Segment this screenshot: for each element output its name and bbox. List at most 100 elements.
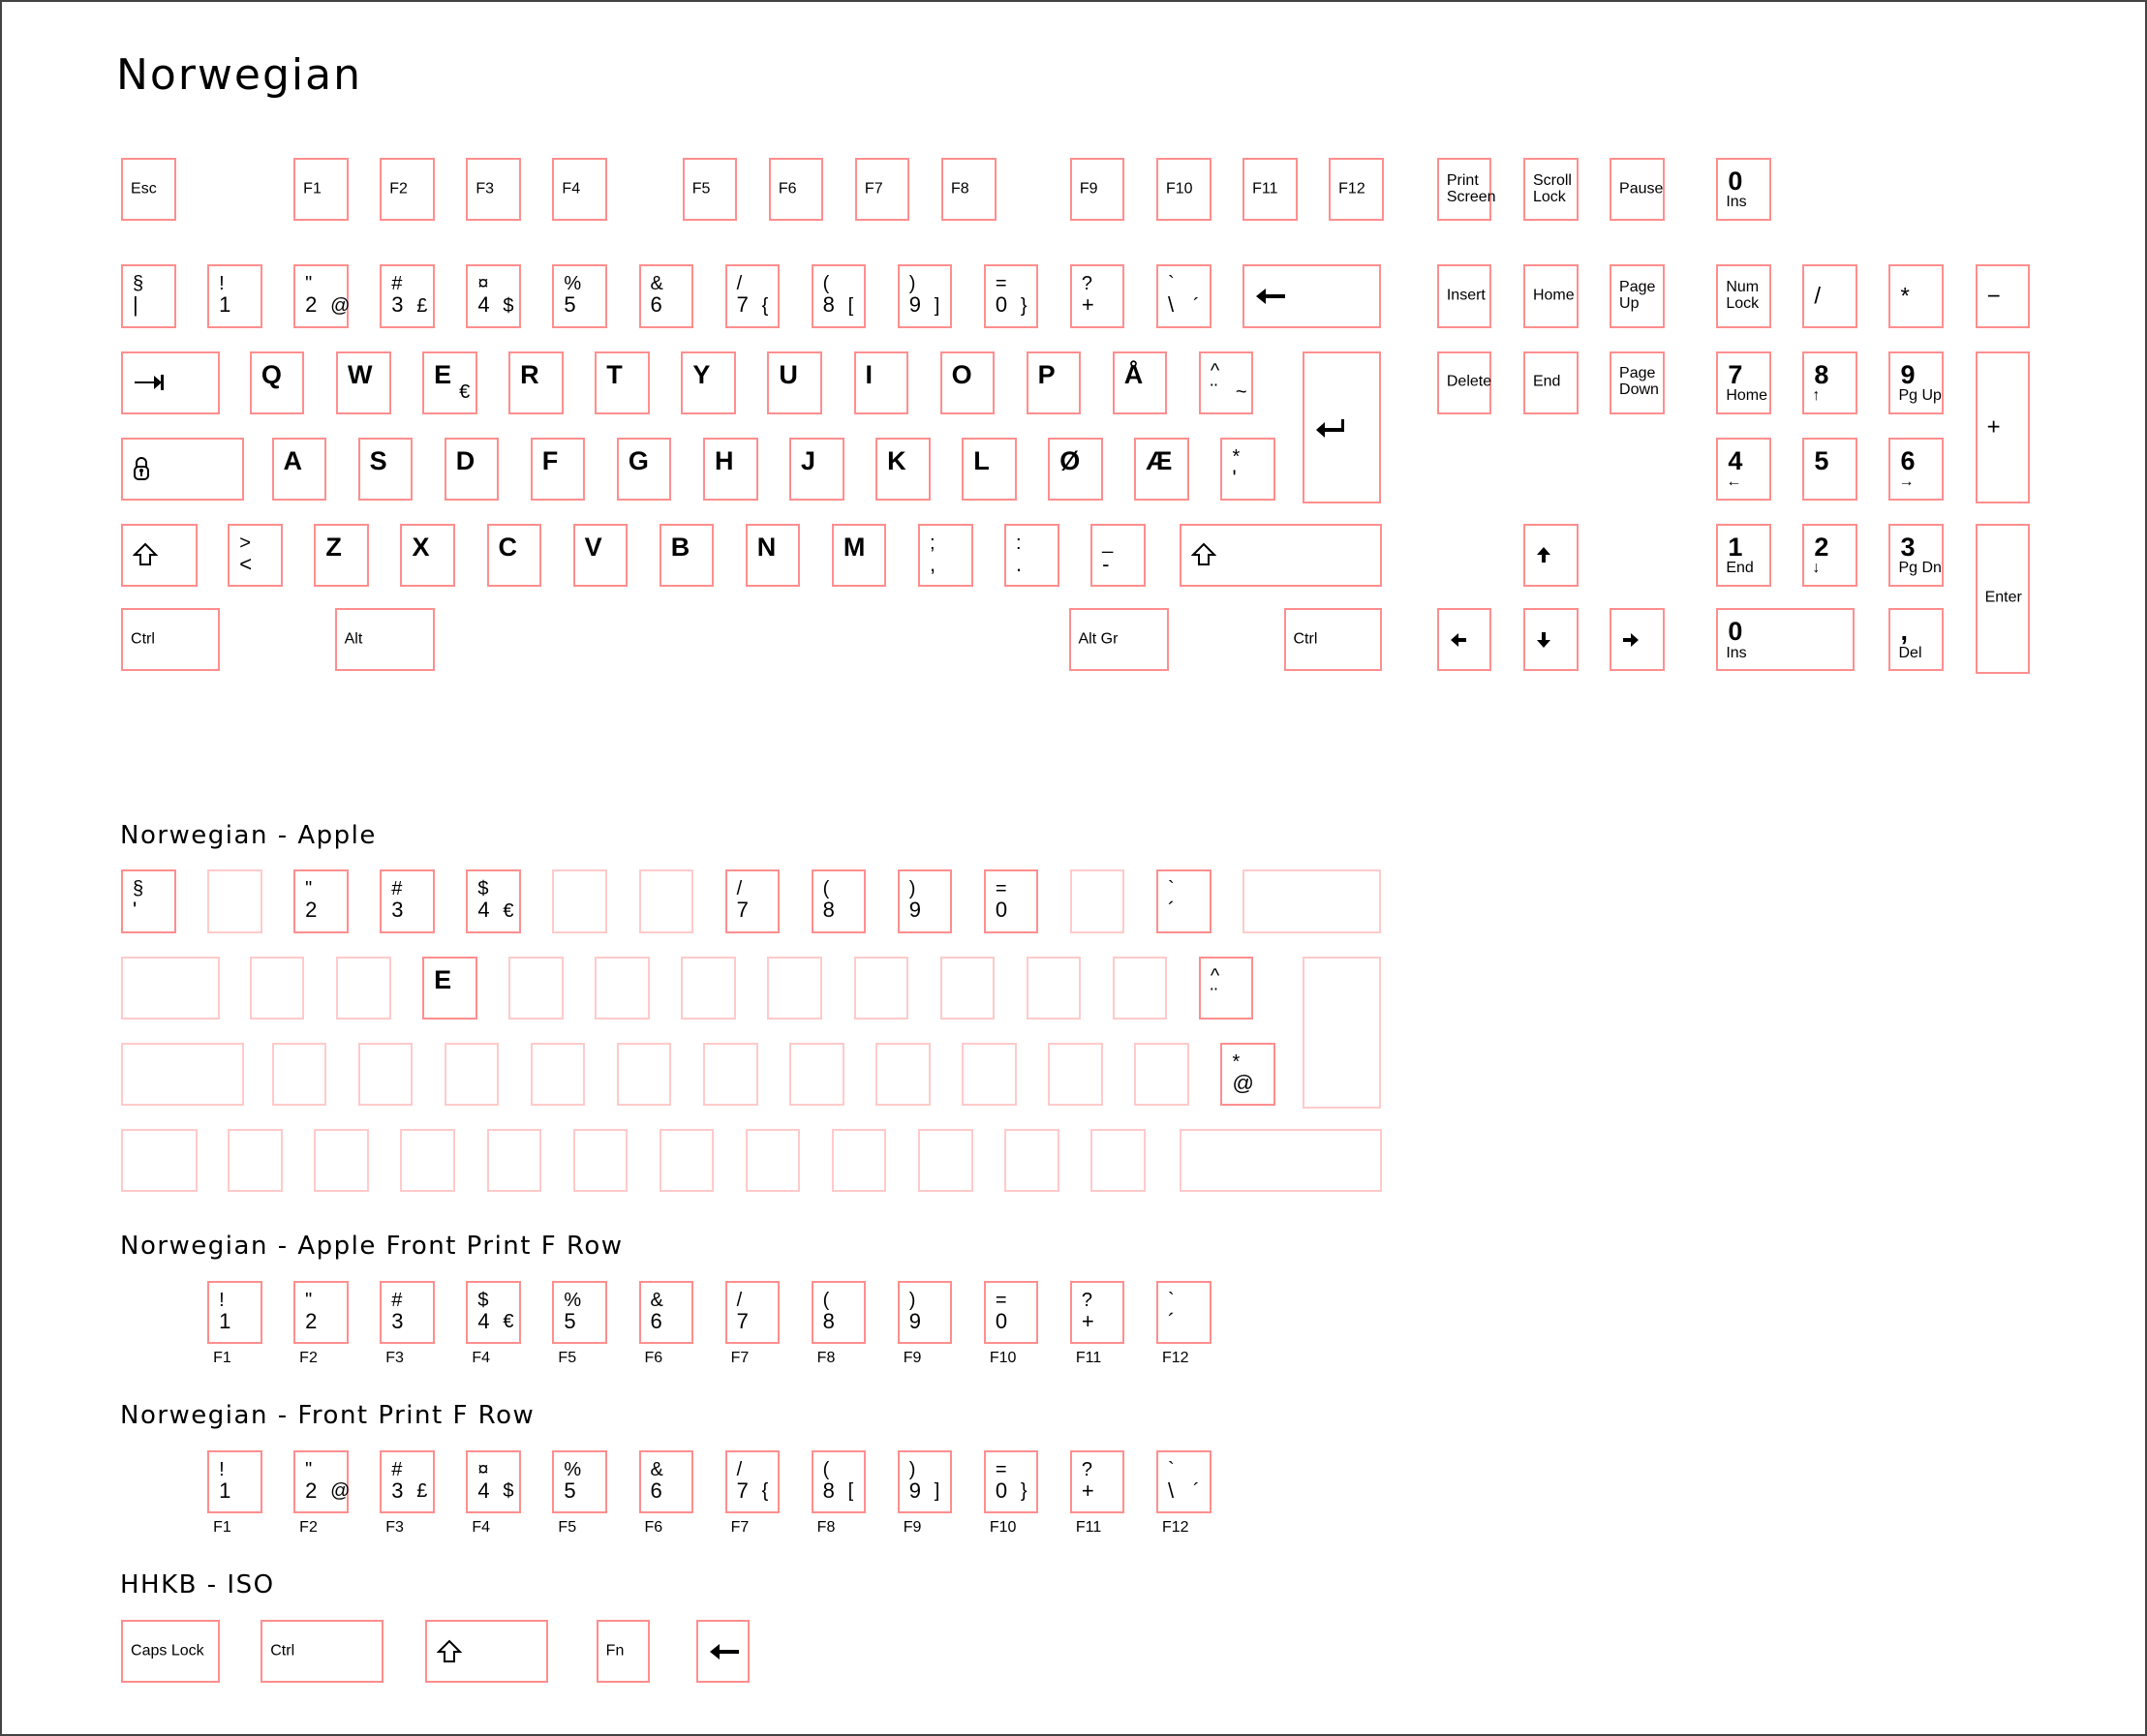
key-0: = 0 xyxy=(983,869,1039,933)
key-primary-legend: E xyxy=(434,964,452,994)
key-base-legend: 1 xyxy=(219,1308,231,1333)
key-æ: Æ xyxy=(1134,437,1189,501)
key-primary-legend: Æ xyxy=(1146,445,1173,475)
key-altgr-legend: £ xyxy=(416,1480,428,1503)
key-esc: Esc xyxy=(121,158,176,222)
key-primary-legend: U xyxy=(779,359,798,389)
key-blank xyxy=(831,1128,887,1192)
key-altgr-legend: $ xyxy=(503,294,514,317)
key-altgr-legend: € xyxy=(459,381,471,403)
backspace-icon xyxy=(1254,287,1287,306)
key-3: #3 xyxy=(380,1280,435,1344)
key-/: / xyxy=(1802,264,1857,328)
key-f2: F2 xyxy=(380,158,435,222)
key-shift xyxy=(424,1620,549,1684)
key-primary-legend: Ø xyxy=(1059,445,1081,475)
key-primary-legend: X xyxy=(412,532,430,562)
key-primary-legend: 8 xyxy=(1814,359,1829,389)
key-shift-legend: ? xyxy=(1081,273,1093,295)
key-shift-legend: / xyxy=(736,273,743,295)
key-primary-legend: 0 xyxy=(1728,167,1743,197)
key-f7: F7 xyxy=(854,158,910,222)
section-title: Norwegian - Apple xyxy=(120,820,377,850)
key-primary-legend: , xyxy=(1900,617,1908,647)
front-print-fn-label: F8 xyxy=(816,1349,836,1366)
key-print-screen: Print Screen xyxy=(1436,158,1496,222)
key-altgr-legend: @ xyxy=(330,1480,351,1503)
key-shift-legend: ) xyxy=(908,878,916,900)
key-base-legend: 9 xyxy=(908,1477,921,1503)
key-h: H xyxy=(702,437,758,501)
key-blank xyxy=(336,956,391,1020)
key-−: − xyxy=(1975,264,2031,328)
key-label: Page Down xyxy=(1619,365,1659,399)
front-print-fn-label: F6 xyxy=(644,1519,663,1537)
key-0: = 0 xyxy=(983,1280,1039,1344)
key-base-legend: + xyxy=(1081,1308,1094,1333)
key-end: End xyxy=(1522,350,1579,414)
key-8: (8 xyxy=(811,1280,867,1344)
key-v: V xyxy=(572,523,629,587)
key-shift-legend: " xyxy=(305,1459,313,1480)
key-base-legend: 8 xyxy=(822,1477,835,1503)
key-b: B xyxy=(659,523,715,587)
key-shift-legend: ¤ xyxy=(477,273,489,295)
key-f10: F10 xyxy=(1156,158,1212,222)
key-primary-legend: B xyxy=(670,532,690,562)
key-base-legend: 7 xyxy=(736,1477,749,1503)
key-base-legend: ´ xyxy=(1168,1308,1176,1333)
key-ctrl: Ctrl xyxy=(121,608,220,672)
key-backspace xyxy=(695,1620,751,1684)
key-base-legend: 1 xyxy=(219,292,231,318)
key-primary-legend: H xyxy=(714,445,734,475)
key-shift-legend: / xyxy=(736,878,743,900)
arrow-left-icon xyxy=(1449,631,1468,649)
key-label: F8 xyxy=(951,180,969,198)
key-symbol: * xyxy=(1900,283,1910,310)
key-altgr-legend: £ xyxy=(416,294,428,317)
key-blank xyxy=(1112,956,1168,1020)
key-e: E € xyxy=(422,350,477,414)
key-5: % 5 xyxy=(552,1280,607,1344)
key-base-legend: 8 xyxy=(822,898,835,923)
key-2: " 2 @ xyxy=(293,1450,351,1514)
shift-icon xyxy=(1191,542,1217,567)
front-print-fn-label: F12 xyxy=(1162,1349,1189,1366)
key-primary-legend: 6 xyxy=(1900,445,1916,475)
key-symbol: + xyxy=(1986,413,2001,441)
key-base-legend: 3 xyxy=(391,1308,404,1333)
key-label: F9 xyxy=(1079,180,1098,198)
shift-icon xyxy=(133,542,159,567)
key-shift-legend: / xyxy=(736,1459,743,1480)
key-|: § | xyxy=(121,264,176,328)
key-p: P xyxy=(1026,350,1082,414)
key-blank xyxy=(572,1128,629,1192)
key-label: Pause xyxy=(1619,180,1664,198)
key-altgr-legend: ´ xyxy=(1193,294,1200,317)
key-label: Scroll Lock xyxy=(1532,171,1572,205)
key-label: F3 xyxy=(475,180,495,198)
key-base-legend: @ xyxy=(1232,1070,1254,1095)
key-arrow-down xyxy=(1522,608,1579,672)
key-*: * xyxy=(1888,264,1945,328)
key-shift-legend: ` xyxy=(1168,1289,1175,1311)
key-g: G xyxy=(616,437,672,501)
key-blank xyxy=(1004,1128,1059,1192)
key-shift-legend: % xyxy=(564,273,582,295)
key-altgr-legend: ´ xyxy=(1193,1480,1200,1503)
front-print-fn-label: F8 xyxy=(816,1519,836,1537)
key-blank xyxy=(853,956,909,1020)
key-symbol: / xyxy=(1814,283,1822,310)
key-9: ) 9] xyxy=(897,1450,953,1514)
key-altgr-legend: } xyxy=(1020,294,1027,317)
key-blank xyxy=(659,1128,715,1192)
shift-icon xyxy=(436,1639,462,1664)
key-primary-legend: V xyxy=(584,532,602,562)
key-,: ;, xyxy=(917,523,973,587)
key-base-legend: ´ xyxy=(1168,898,1176,923)
key-blank xyxy=(1026,956,1082,1020)
key-secondary-legend: ↑ xyxy=(1812,386,1821,404)
key-shift-legend: § xyxy=(133,878,144,900)
key-1: 1 End xyxy=(1716,523,1771,587)
key-base-legend: \ xyxy=(1168,1477,1175,1503)
